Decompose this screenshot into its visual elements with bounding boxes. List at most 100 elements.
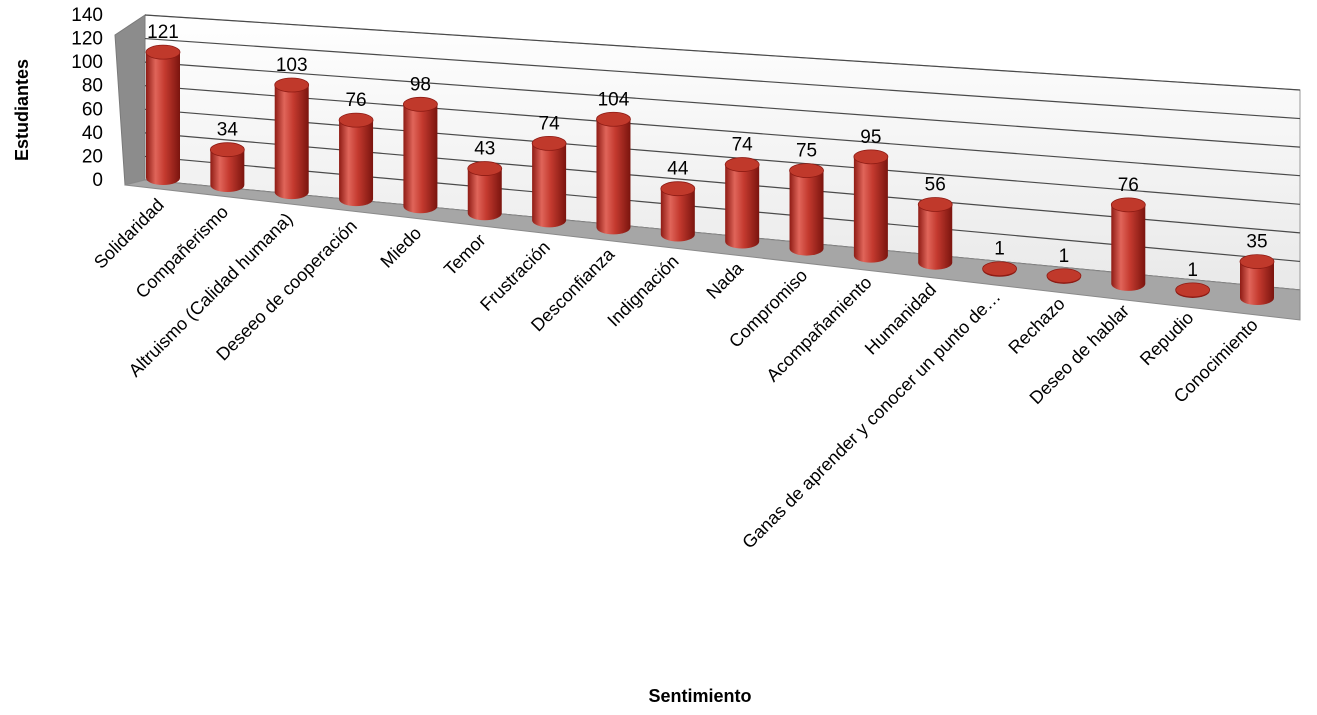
bar-body [789, 170, 824, 256]
data-label: 1 [1187, 260, 1198, 281]
bar-top [789, 163, 824, 178]
bar-body [853, 156, 888, 263]
bar-top [338, 112, 374, 128]
bar-top [209, 142, 245, 158]
bar [274, 77, 310, 200]
x-tick-label: Humanidad [861, 279, 940, 358]
x-tick-label: Rechazo [1004, 294, 1068, 358]
y-tick-label: 100 [71, 52, 103, 73]
bar-body [467, 168, 502, 221]
bar-body [1111, 204, 1146, 291]
data-labels: 121 34 103 76 98 43 74 104 44 74 75 95 56 1 1 76 1 35 [147, 22, 1267, 281]
gridline [144, 132, 1301, 234]
bar-top [1110, 197, 1146, 213]
data-label: 76 [345, 90, 366, 111]
data-label: 34 [217, 120, 239, 141]
bar-body [918, 204, 953, 270]
gridline [144, 14, 1301, 91]
bar-body [210, 149, 245, 193]
bar-body [660, 188, 695, 242]
y-tick-label: 40 [82, 123, 103, 144]
gridline [144, 61, 1301, 148]
bar [1046, 268, 1082, 284]
bar-body [1240, 261, 1274, 305]
x-tick-label: Miedo [376, 223, 425, 272]
x-tick-label: Deseeo de cooperación [212, 216, 361, 365]
gridline [144, 37, 1301, 120]
bar [660, 181, 696, 242]
bar-body [146, 52, 180, 185]
data-label: 104 [598, 89, 630, 110]
bar [917, 197, 953, 270]
y-tick-label: 60 [82, 99, 103, 120]
bar [1175, 282, 1211, 298]
x-tick-label: Indignación [603, 251, 682, 330]
gridline [144, 85, 1301, 177]
bar [853, 149, 889, 263]
data-label: 103 [276, 55, 308, 76]
bar-top [467, 161, 503, 176]
data-label: 121 [147, 22, 179, 43]
bar-top [1175, 282, 1211, 298]
data-label: 95 [860, 127, 881, 148]
bars [145, 44, 1275, 305]
y-tick-label: 80 [82, 76, 103, 97]
data-label: 1 [1059, 246, 1070, 267]
bar-body [403, 104, 438, 214]
bar-body [339, 120, 374, 207]
bar [1110, 197, 1146, 291]
bar [596, 111, 631, 235]
bar-top [724, 157, 760, 172]
data-label: 74 [539, 113, 561, 134]
bar-body [532, 143, 567, 228]
data-label: 1 [994, 239, 1005, 260]
gridline [144, 155, 1301, 263]
x-tick-label: Temor [440, 230, 490, 280]
bar [724, 157, 760, 249]
y-tick-label: 20 [82, 146, 103, 167]
x-tick-label: Ganas de aprender y conocer un punto de… [738, 286, 1004, 552]
bar-top [1239, 254, 1275, 270]
bar-top [1046, 268, 1082, 284]
bar-top [853, 149, 889, 165]
bar [531, 135, 567, 228]
data-label: 43 [474, 139, 495, 160]
bar-top [274, 77, 310, 93]
bar-top [917, 197, 953, 212]
y-axis-title: Estudiantes [12, 59, 32, 161]
data-label: 76 [1118, 175, 1139, 196]
data-label: 56 [925, 174, 946, 195]
bar-body [596, 119, 631, 235]
y-tick-label: 120 [71, 29, 103, 50]
bar-top [531, 135, 567, 151]
y-tick-label: 140 [71, 5, 103, 26]
x-axis-title: Sentimiento [648, 686, 751, 706]
gridline [144, 108, 1301, 205]
bar [467, 161, 503, 221]
bar [403, 96, 438, 214]
bar-body [274, 84, 309, 200]
bar-body [725, 164, 760, 249]
bar [1239, 254, 1275, 305]
bar [209, 142, 245, 193]
bar-top [982, 261, 1017, 277]
data-label: 74 [732, 135, 754, 156]
x-tick-label: Frustración [476, 237, 554, 315]
data-label: 75 [796, 141, 817, 162]
x-tick-label: Solidaridad [90, 195, 168, 273]
side-wall-panel [114, 14, 146, 186]
data-label: 44 [667, 159, 689, 180]
bar-top [596, 111, 631, 127]
data-label: 98 [410, 74, 431, 95]
bar [145, 44, 181, 185]
bar-top [145, 44, 181, 60]
bar-top [403, 96, 438, 112]
chart-floor [124, 179, 1301, 321]
x-tick-label: Repudio [1136, 308, 1198, 370]
bar [338, 112, 374, 207]
floor-panel [124, 179, 1301, 321]
bar [982, 261, 1017, 277]
data-label: 35 [1246, 232, 1267, 253]
